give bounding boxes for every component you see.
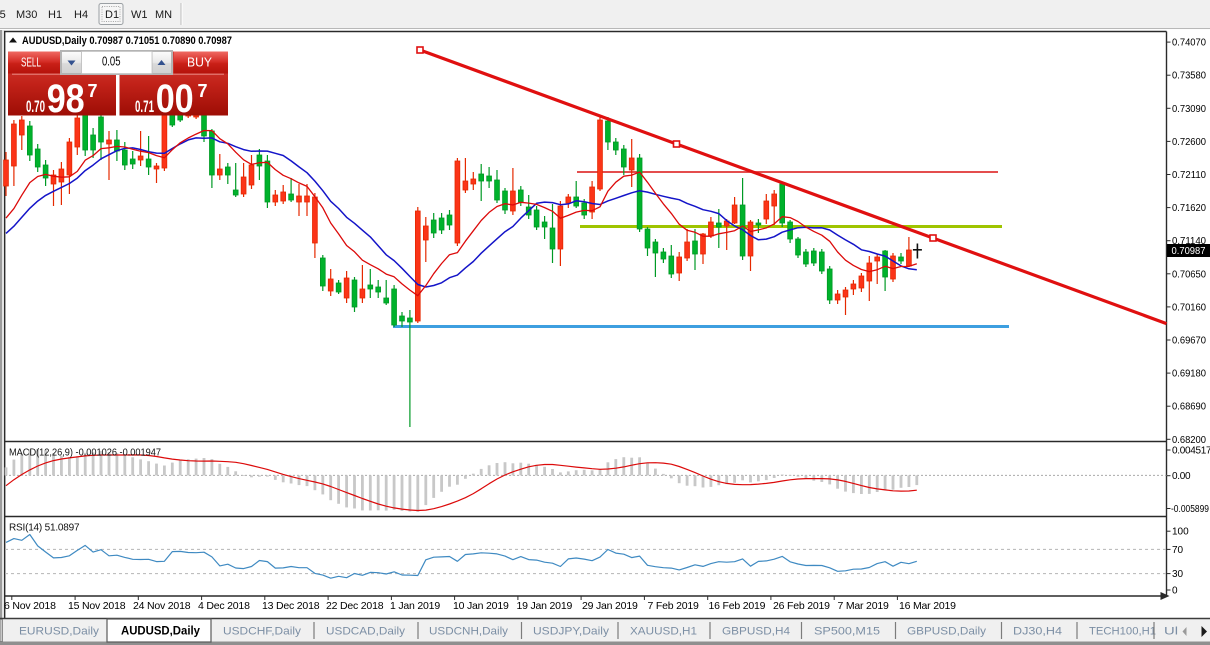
svg-text:0.00: 0.00 bbox=[1172, 471, 1191, 482]
svg-text:W1: W1 bbox=[131, 9, 148, 21]
svg-text:0.72600: 0.72600 bbox=[1172, 137, 1206, 148]
svg-text:100: 100 bbox=[1172, 527, 1189, 538]
svg-text:D1: D1 bbox=[105, 9, 119, 21]
svg-text:0.70160: 0.70160 bbox=[1172, 302, 1206, 313]
svg-text:0.70650: 0.70650 bbox=[1172, 269, 1206, 280]
svg-text:13 Dec 2018: 13 Dec 2018 bbox=[262, 600, 320, 612]
svg-text:7 Feb 2019: 7 Feb 2019 bbox=[648, 600, 699, 612]
svg-text:AUDUSD,Daily: AUDUSD,Daily bbox=[121, 626, 201, 638]
svg-text:0.74070: 0.74070 bbox=[1172, 38, 1206, 49]
svg-text:USDCHF,Daily: USDCHF,Daily bbox=[223, 626, 302, 638]
svg-text:0.71140: 0.71140 bbox=[1172, 236, 1206, 247]
svg-text:16 Mar 2019: 16 Mar 2019 bbox=[899, 600, 956, 612]
svg-text:0.71620: 0.71620 bbox=[1172, 203, 1206, 214]
svg-text:26 Feb 2019: 26 Feb 2019 bbox=[773, 600, 830, 612]
svg-text:29 Jan 2019: 29 Jan 2019 bbox=[582, 600, 638, 612]
svg-text:0.69670: 0.69670 bbox=[1172, 336, 1206, 347]
svg-text:7: 7 bbox=[198, 81, 208, 101]
svg-text:0: 0 bbox=[1172, 586, 1178, 597]
svg-text:0.05: 0.05 bbox=[102, 54, 121, 69]
svg-text:TECH100,H1: TECH100,H1 bbox=[1089, 626, 1156, 638]
svg-text:USDCNH,Daily: USDCNH,Daily bbox=[429, 626, 509, 638]
svg-text:RSI(14) 51.0897: RSI(14) 51.0897 bbox=[9, 523, 80, 534]
svg-text:USDCAD,Daily: USDCAD,Daily bbox=[326, 626, 406, 638]
svg-text:0.71: 0.71 bbox=[135, 98, 154, 116]
svg-text:BUY: BUY bbox=[187, 56, 213, 70]
svg-text:M30: M30 bbox=[16, 9, 37, 21]
svg-text:6 Nov 2018: 6 Nov 2018 bbox=[4, 600, 56, 612]
svg-text:Ul: Ul bbox=[1164, 626, 1178, 638]
svg-text:USDJPY,Daily: USDJPY,Daily bbox=[533, 626, 610, 638]
svg-text:GBPUSD,H4: GBPUSD,H4 bbox=[722, 626, 790, 638]
svg-text:4 Dec 2018: 4 Dec 2018 bbox=[198, 600, 250, 612]
svg-text:0.70987: 0.70987 bbox=[1172, 246, 1206, 257]
svg-text:0.72110: 0.72110 bbox=[1172, 170, 1206, 181]
svg-text:0.73580: 0.73580 bbox=[1172, 71, 1206, 82]
svg-text:22 Dec 2018: 22 Dec 2018 bbox=[326, 600, 384, 612]
svg-text:15: 15 bbox=[0, 9, 6, 21]
svg-text:0.68200: 0.68200 bbox=[1172, 435, 1206, 446]
svg-text:SELL: SELL bbox=[21, 56, 41, 70]
svg-text:15 Nov 2018: 15 Nov 2018 bbox=[68, 600, 126, 612]
svg-text:H4: H4 bbox=[74, 9, 88, 21]
svg-text:00: 00 bbox=[156, 77, 194, 121]
svg-text:30: 30 bbox=[1172, 569, 1184, 580]
svg-text:MACD(12,26,9) -0.001026 -0.001: MACD(12,26,9) -0.001026 -0.001947 bbox=[9, 448, 161, 459]
svg-text:98: 98 bbox=[47, 77, 85, 121]
svg-text:DJ30,H4: DJ30,H4 bbox=[1013, 626, 1062, 638]
svg-text:MN: MN bbox=[155, 9, 172, 21]
svg-text:1 Jan 2019: 1 Jan 2019 bbox=[390, 600, 440, 612]
svg-text:EURUSD,Daily: EURUSD,Daily bbox=[19, 626, 100, 638]
svg-text:XAUUSD,H1: XAUUSD,H1 bbox=[630, 626, 697, 638]
svg-text:0.73090: 0.73090 bbox=[1172, 104, 1206, 115]
svg-text:GBPUSD,Daily: GBPUSD,Daily bbox=[907, 626, 987, 638]
svg-text:0.70: 0.70 bbox=[26, 98, 45, 116]
svg-text:7 Mar 2019: 7 Mar 2019 bbox=[838, 600, 889, 612]
svg-text:70: 70 bbox=[1172, 545, 1184, 556]
svg-text:-0.005899: -0.005899 bbox=[1171, 504, 1209, 515]
svg-text:0.68690: 0.68690 bbox=[1172, 402, 1206, 413]
svg-text:0.69180: 0.69180 bbox=[1172, 369, 1206, 380]
svg-text:SP500,M15: SP500,M15 bbox=[814, 626, 880, 638]
svg-text:H1: H1 bbox=[48, 9, 62, 21]
svg-text:AUDUSD,Daily 0.70987 0.71051: AUDUSD,Daily 0.70987 0.71051 0.70890 0.7… bbox=[22, 35, 232, 47]
svg-text:19 Jan 2019: 19 Jan 2019 bbox=[517, 600, 573, 612]
svg-text:7: 7 bbox=[88, 81, 98, 101]
svg-text:24 Nov 2018: 24 Nov 2018 bbox=[133, 600, 191, 612]
svg-text:10 Jan 2019: 10 Jan 2019 bbox=[453, 600, 509, 612]
svg-text:0.004517: 0.004517 bbox=[1172, 446, 1210, 457]
svg-text:16 Feb 2019: 16 Feb 2019 bbox=[709, 600, 766, 612]
